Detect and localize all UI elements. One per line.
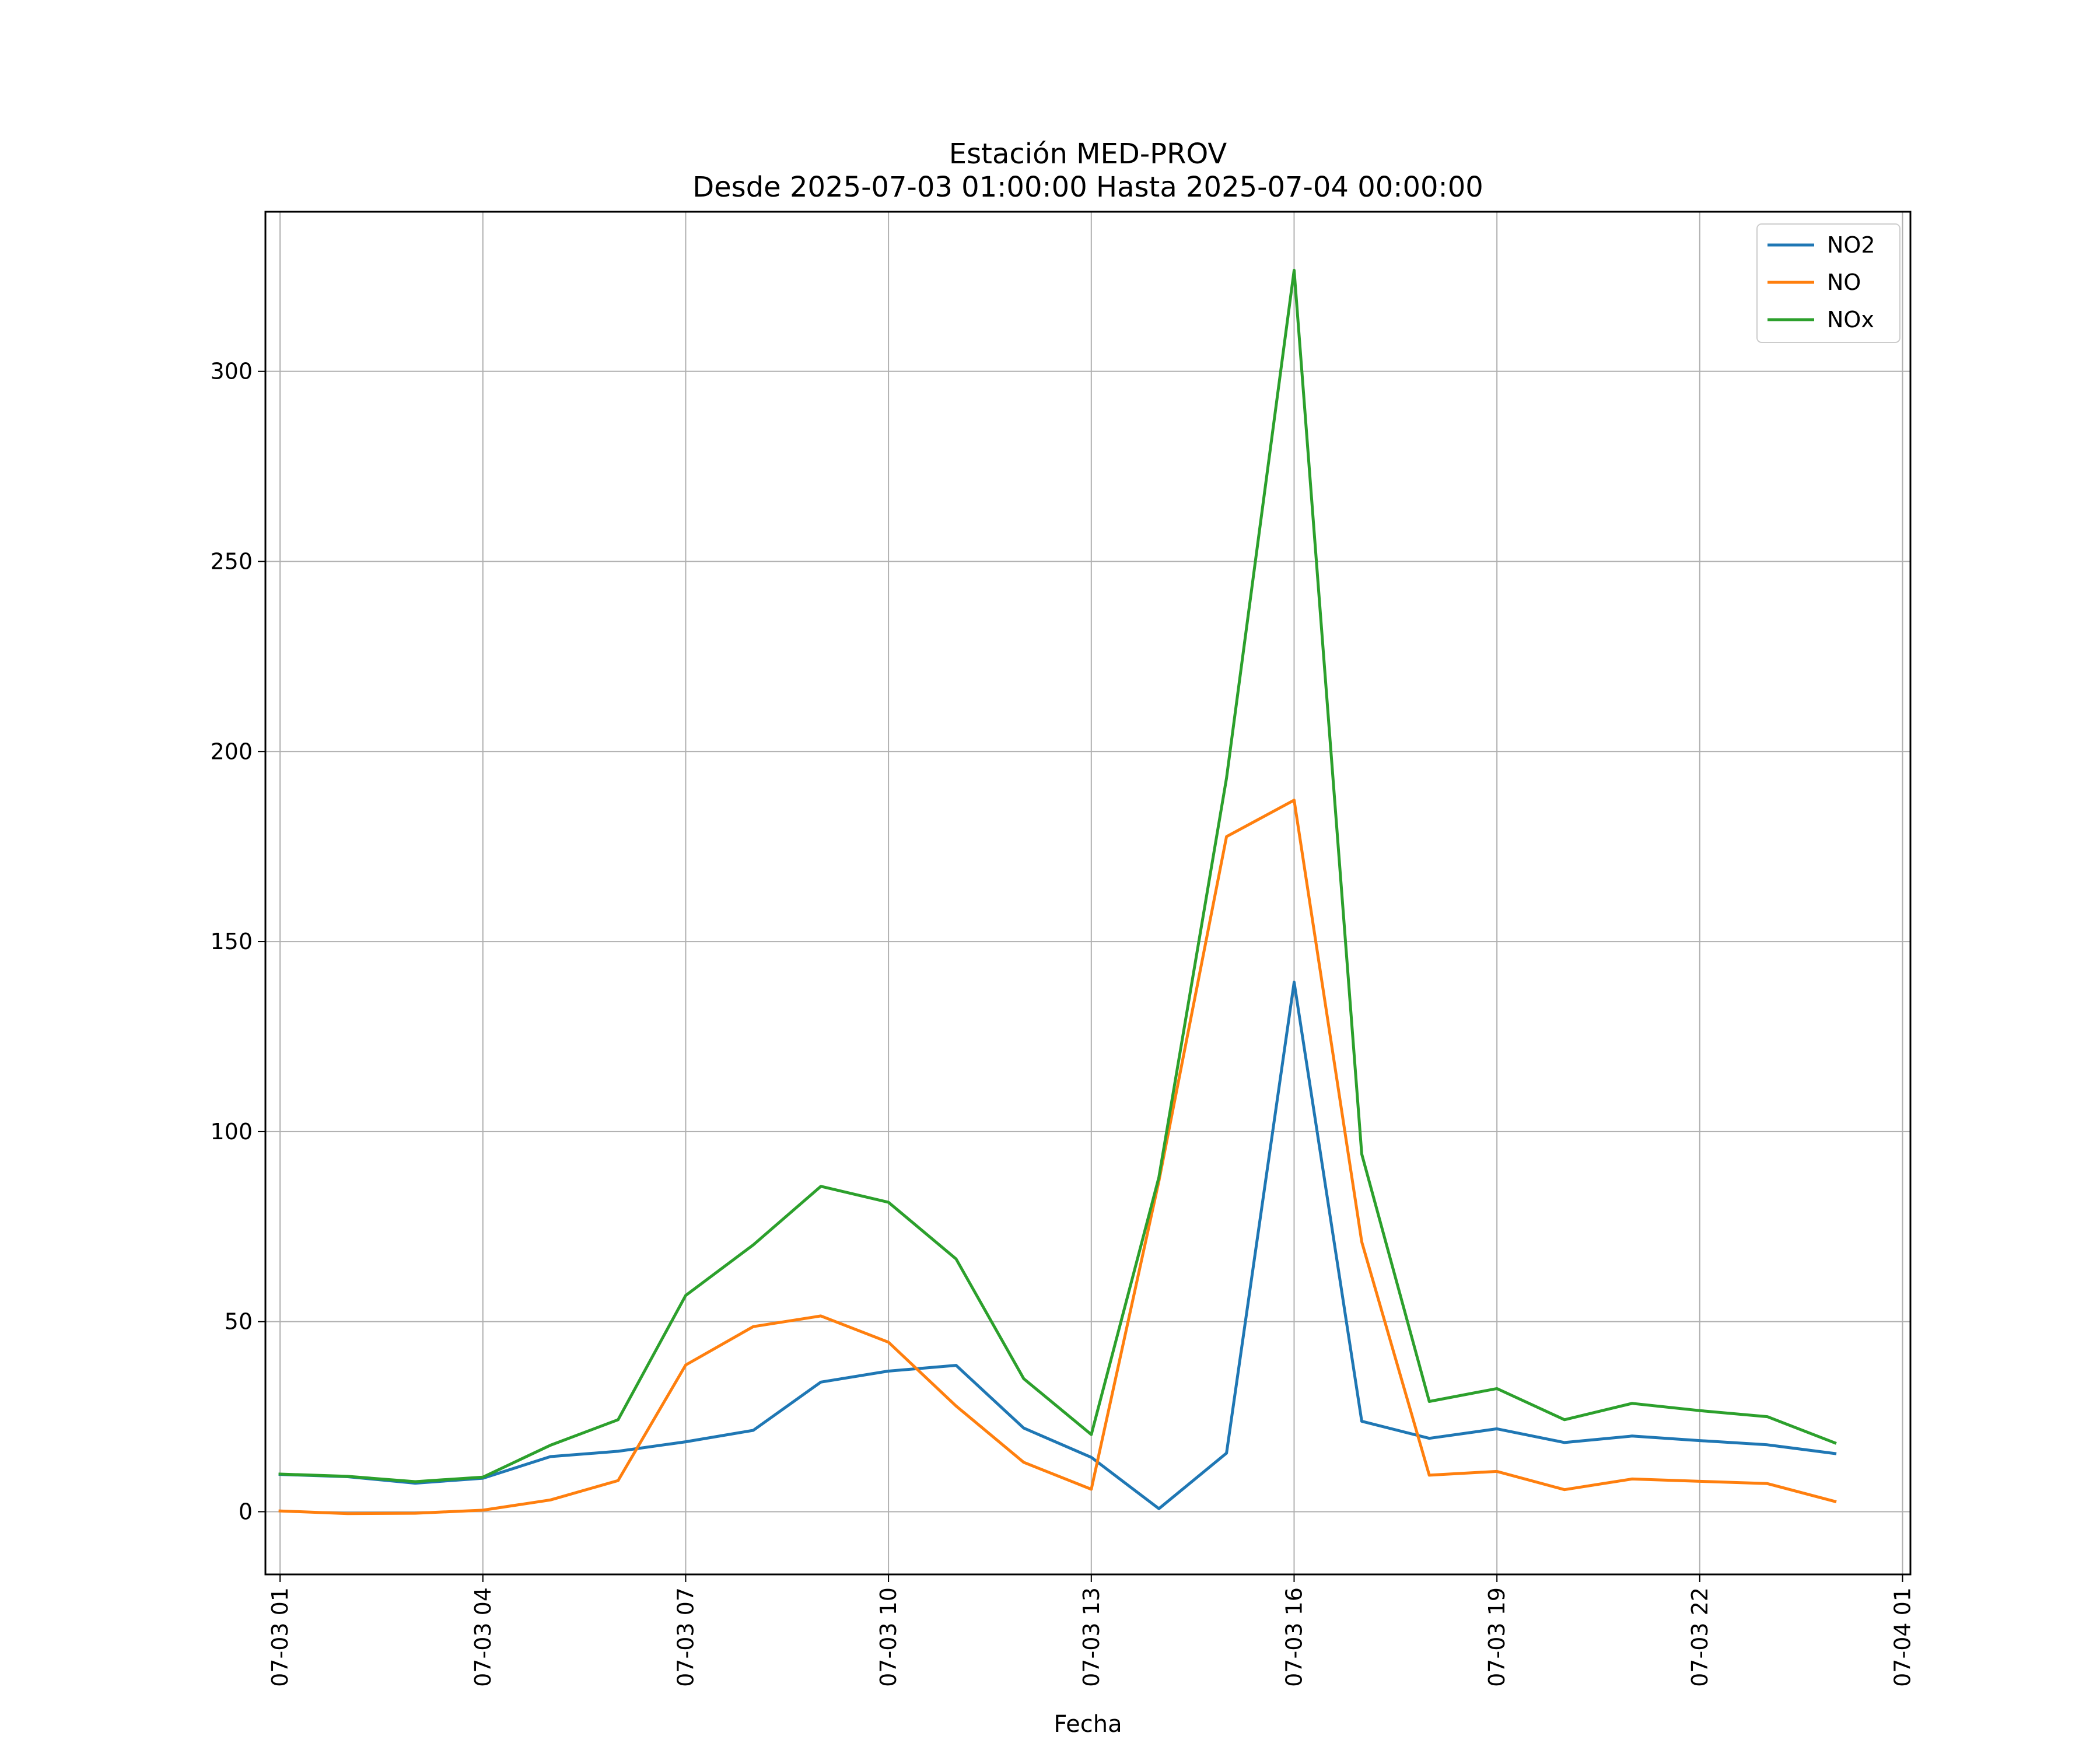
x-tick-label: 07-03 04 [470,1587,496,1687]
plot-lines [278,268,1837,1516]
x-axis-ticks: 07-03 01 07-03 04 07-03 07 07-03 10 07-03 13… [267,1574,1915,1687]
x-tick-label: 07-03 22 [1687,1587,1713,1687]
x-tick-label: 07-03 16 [1281,1587,1307,1687]
x-axis-label: Fecha [1054,1711,1122,1738]
y-tick-label: 0 [239,1499,253,1524]
x-tick-label: 07-03 13 [1079,1587,1104,1687]
y-tick-label: 100 [210,1119,253,1144]
x-tick-label: 07-03 01 [267,1587,293,1687]
x-tick-label: 07-03 07 [673,1587,698,1687]
legend-box [1756,223,1901,343]
y-tick-label: 250 [210,548,253,574]
y-tick-label: 300 [210,359,253,384]
x-tick-label: 07-03 19 [1484,1587,1510,1687]
series-line-nox [278,268,1837,1483]
x-tick-label: 07-04 01 [1889,1587,1915,1687]
y-tick-label: 150 [210,929,253,954]
y-axis-ticks: 0 50 100 150 200 250 300 [210,359,265,1524]
legend-label-no: NO [1827,270,1861,295]
series-line-no2 [278,981,1837,1510]
grid [265,212,1910,1574]
y-tick-label: 200 [210,738,253,764]
legend-label-nox: NOx [1827,307,1874,332]
chart-title-line-1: Estación MED-PROV [949,138,1227,170]
series-line-no [278,799,1837,1516]
chart-title-line-2: Desde 2025-07-03 01:00:00 Hasta 2025-07-… [692,171,1483,204]
legend: NO2 NO NOx [1756,223,1901,343]
plot-frame [264,211,1912,1576]
y-tick-label: 50 [225,1309,253,1335]
legend-label-no2: NO2 [1827,232,1875,258]
x-tick-label: 07-03 10 [876,1587,901,1687]
